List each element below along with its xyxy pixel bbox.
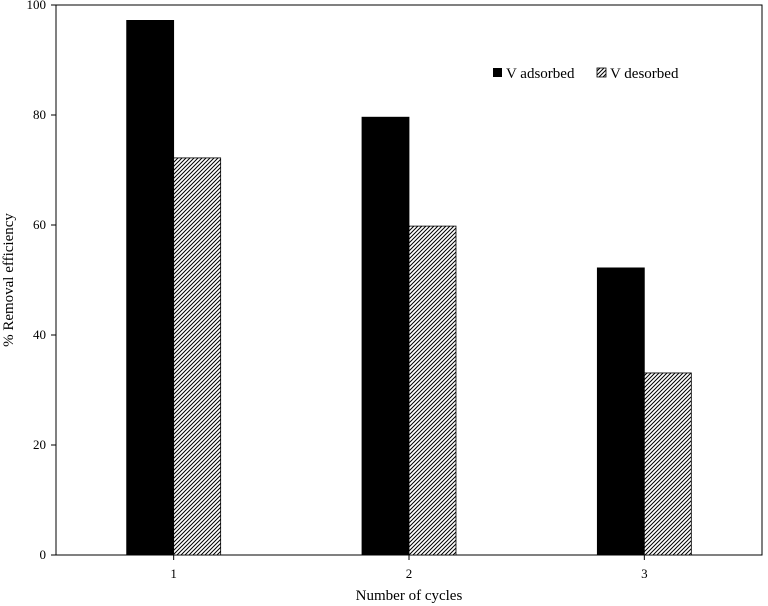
bar-v-adsorbed-cycle-1 bbox=[126, 19, 175, 556]
legend: V adsorbed V desorbed bbox=[493, 66, 679, 82]
bar-v-desorbed-cycle-3 bbox=[643, 372, 692, 556]
y-tick-label: 0 bbox=[40, 547, 47, 562]
bar-v-adsorbed-cycle-2 bbox=[361, 116, 410, 556]
y-axis-ticks: 0 20 40 60 80 100 bbox=[27, 0, 56, 562]
legend-label-v-desorbed: V desorbed bbox=[610, 66, 679, 82]
legend-swatch-v-desorbed bbox=[596, 67, 607, 78]
legend-label-v-adsorbed: V adsorbed bbox=[506, 66, 575, 82]
x-tick-label: 2 bbox=[406, 566, 413, 581]
y-tick-label: 20 bbox=[33, 437, 46, 452]
y-tick-label: 100 bbox=[27, 0, 47, 12]
x-axis-title: Number of cycles bbox=[356, 588, 463, 604]
y-tick-label: 80 bbox=[33, 107, 46, 122]
bar-v-desorbed-cycle-1 bbox=[173, 157, 222, 556]
y-axis-title: % Removal efficiency bbox=[1, 213, 17, 347]
legend-swatch-v-adsorbed bbox=[493, 68, 502, 77]
bars bbox=[126, 19, 692, 556]
bar-v-adsorbed-cycle-3 bbox=[596, 267, 645, 556]
x-axis-ticks: 1 2 3 bbox=[170, 555, 648, 581]
bar-v-desorbed-cycle-2 bbox=[408, 225, 457, 556]
x-tick-label: 3 bbox=[641, 566, 648, 581]
y-tick-label: 40 bbox=[33, 327, 46, 342]
x-tick-label: 1 bbox=[170, 566, 177, 581]
y-tick-label: 60 bbox=[33, 217, 46, 232]
